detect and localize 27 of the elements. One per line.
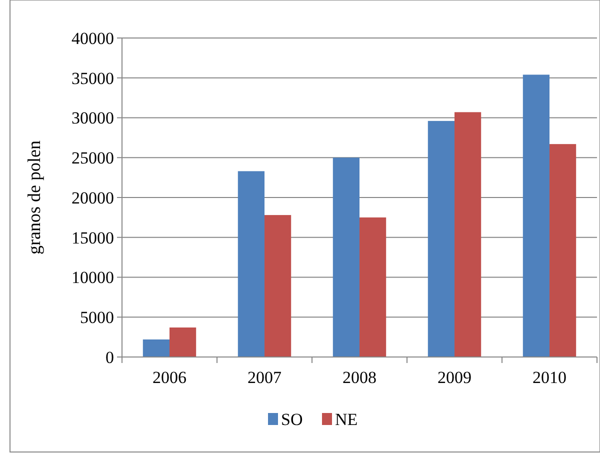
y-tick-label: 5000 xyxy=(80,308,114,328)
bar xyxy=(332,158,360,357)
x-tick-label: 2007 xyxy=(248,368,282,387)
bar xyxy=(238,171,264,357)
y-tick-label: 35000 xyxy=(72,68,114,88)
bar xyxy=(550,144,576,357)
bar xyxy=(522,74,550,357)
y-tick-label: 0 xyxy=(106,348,114,367)
bar xyxy=(170,327,196,357)
x-tick-label: 2006 xyxy=(152,368,186,387)
bar xyxy=(454,112,482,357)
x-tick-label: 2009 xyxy=(438,368,472,387)
y-axis-title: granos de polen xyxy=(24,140,44,254)
x-tick-label: 2010 xyxy=(532,368,566,387)
bar xyxy=(264,215,292,357)
y-tick-label: 15000 xyxy=(72,228,114,248)
y-tick-label: 10000 xyxy=(72,268,114,288)
x-tick-label: 2008 xyxy=(342,368,376,387)
bar xyxy=(428,120,454,357)
y-tick-label: 40000 xyxy=(72,28,114,48)
y-tick-label: 25000 xyxy=(72,148,114,168)
legend-label: NE xyxy=(335,410,358,429)
bar xyxy=(360,217,386,357)
y-tick-label: 30000 xyxy=(72,108,114,128)
bar xyxy=(142,339,170,357)
legend-label: SO xyxy=(281,410,303,429)
y-tick-label: 20000 xyxy=(72,188,114,208)
